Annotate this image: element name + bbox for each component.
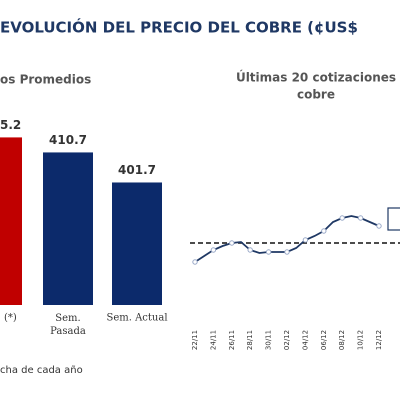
legend-box (387, 207, 400, 231)
point (210, 247, 217, 253)
point (376, 223, 382, 229)
x-tick-label: 30/11 (265, 330, 273, 350)
point (321, 228, 327, 234)
x-tick-label: 10/12 (357, 330, 365, 350)
bar-chart-title: os Promedios (0, 73, 91, 87)
x-tick-label: 04/12 (301, 330, 309, 350)
x-tick-label: (*) (4, 313, 17, 324)
value-label: 5.2 (0, 118, 21, 132)
value-label: 401.7 (118, 163, 156, 177)
page-title: EVOLUCIÓN DEL PRECIO DEL COBRE (¢US$ (0, 18, 358, 37)
value-label: 410.7 (49, 133, 87, 147)
x-tick-label: 26/11 (228, 330, 236, 350)
bar (43, 152, 93, 305)
x-tick-label: 08/12 (338, 330, 346, 350)
bar (0, 137, 22, 305)
point (357, 215, 364, 221)
x-tick-label: Sem. Actual (106, 313, 167, 324)
x-tick-label: 28/11 (246, 330, 254, 350)
x-tick-label: 24/11 (209, 330, 217, 350)
x-tick-label: Sem. Pasada (50, 313, 86, 337)
x-tick-label: 12/12 (375, 330, 383, 350)
x-tick-label: 02/12 (283, 330, 291, 350)
x-tick-label: 06/12 (320, 330, 328, 350)
point (265, 249, 272, 255)
point (192, 259, 198, 265)
point (229, 240, 235, 246)
bar (112, 182, 162, 305)
footnote: cha de cada año (0, 365, 83, 376)
point (302, 237, 309, 243)
point (339, 215, 345, 221)
line-chart-title: cobre (297, 88, 335, 102)
x-tick-label: 22/11 (191, 330, 199, 350)
point (247, 247, 253, 253)
line-chart-title: Últimas 20 cotizaciones (236, 70, 396, 85)
point (284, 249, 290, 255)
line (194, 215, 380, 263)
